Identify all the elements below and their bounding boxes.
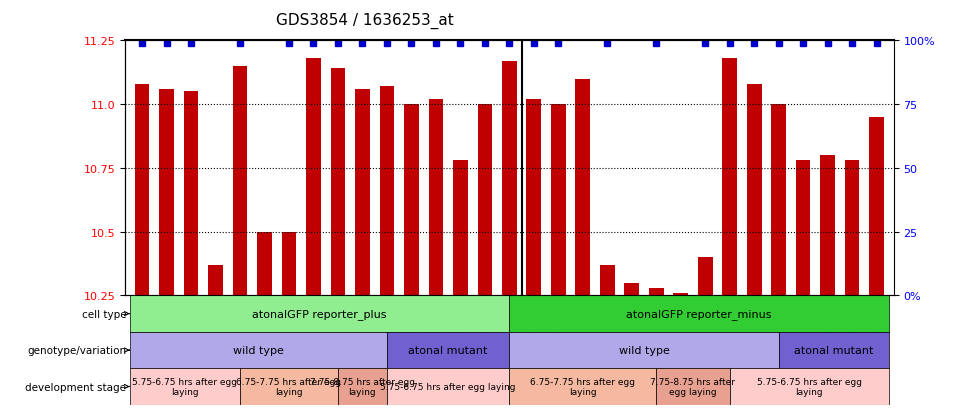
Bar [698, 258, 712, 296]
Bar [527, 100, 541, 296]
Bar [135, 85, 149, 296]
Bar [600, 265, 615, 296]
Bar [502, 62, 517, 296]
Bar [576, 79, 590, 296]
Bar [729, 368, 889, 405]
Bar [509, 296, 889, 332]
Text: 5.75-6.75 hrs after egg
laying: 5.75-6.75 hrs after egg laying [756, 377, 862, 396]
Text: atonalGFP reporter_minus: atonalGFP reporter_minus [627, 309, 772, 319]
Text: GDS3854 / 1636253_at: GDS3854 / 1636253_at [277, 13, 454, 29]
Bar [355, 90, 370, 296]
Text: cell type: cell type [82, 309, 129, 319]
Bar [307, 59, 321, 296]
Bar [625, 283, 639, 296]
Bar [551, 105, 566, 296]
Bar [845, 161, 859, 296]
Text: atonal mutant: atonal mutant [408, 345, 488, 355]
Bar [184, 92, 198, 296]
Bar [509, 332, 778, 368]
Bar [387, 368, 509, 405]
Bar [453, 161, 468, 296]
Bar [772, 105, 786, 296]
Bar [209, 265, 223, 296]
Text: atonal mutant: atonal mutant [794, 345, 874, 355]
Text: atonalGFP reporter_plus: atonalGFP reporter_plus [253, 309, 387, 319]
Text: 6.75-7.75 hrs after egg
laying: 6.75-7.75 hrs after egg laying [236, 377, 341, 396]
Bar [233, 67, 247, 296]
Text: genotype/variation: genotype/variation [27, 345, 129, 355]
Bar [821, 156, 835, 296]
Bar [796, 161, 810, 296]
Bar [331, 69, 345, 296]
Bar [338, 368, 387, 405]
Bar [387, 332, 509, 368]
Bar [509, 368, 656, 405]
Bar [130, 296, 509, 332]
Bar [130, 368, 240, 405]
Bar [674, 293, 688, 296]
Bar [429, 100, 443, 296]
Text: development stage: development stage [25, 382, 129, 392]
Bar [747, 85, 761, 296]
Bar [656, 368, 729, 405]
Bar [160, 90, 174, 296]
Text: wild type: wild type [619, 345, 670, 355]
Text: 7.75-8.75 hrs after egg
laying: 7.75-8.75 hrs after egg laying [310, 377, 415, 396]
Bar [380, 87, 394, 296]
Bar [240, 368, 338, 405]
Bar [404, 105, 419, 296]
Text: wild type: wild type [233, 345, 283, 355]
Text: 6.75-7.75 hrs after egg
laying: 6.75-7.75 hrs after egg laying [530, 377, 635, 396]
Text: 5.75-6.75 hrs after egg laying: 5.75-6.75 hrs after egg laying [381, 382, 516, 391]
Bar [649, 288, 664, 296]
Bar [478, 105, 492, 296]
Bar [130, 332, 387, 368]
Bar [723, 59, 737, 296]
Bar [778, 332, 889, 368]
Bar [258, 232, 272, 296]
Text: 5.75-6.75 hrs after egg
laying: 5.75-6.75 hrs after egg laying [133, 377, 237, 396]
Bar [282, 232, 296, 296]
Bar [870, 118, 884, 296]
Text: 7.75-8.75 hrs after
egg laying: 7.75-8.75 hrs after egg laying [651, 377, 735, 396]
